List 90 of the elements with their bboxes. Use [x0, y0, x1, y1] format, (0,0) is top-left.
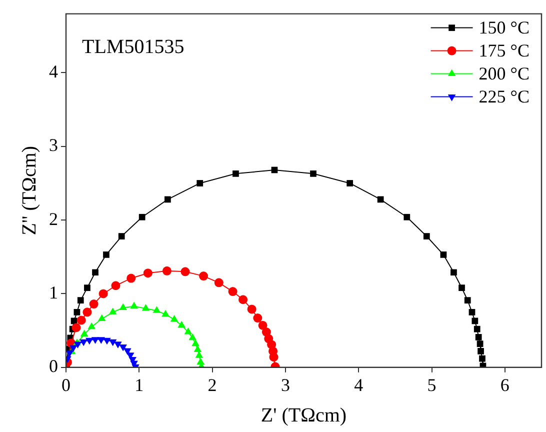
x-tick-label: 3	[280, 374, 290, 395]
point	[143, 268, 152, 278]
point	[194, 345, 202, 352]
point	[228, 287, 238, 296]
point	[170, 315, 178, 322]
legend-label: 225 °C	[478, 86, 530, 107]
point	[238, 295, 248, 304]
point	[82, 308, 92, 317]
legend-label: 175 °C	[478, 40, 530, 61]
point	[196, 180, 204, 186]
point	[162, 266, 172, 276]
point	[142, 304, 150, 311]
x-tick-label: 6	[500, 374, 510, 395]
point	[458, 284, 465, 292]
x-tick-label: 2	[208, 374, 217, 395]
point	[108, 308, 117, 314]
point	[77, 297, 84, 304]
y-tick-label: 4	[49, 61, 58, 82]
x-axis-title: Z' (TΩcm)	[260, 404, 347, 426]
point	[91, 337, 100, 344]
point	[232, 170, 239, 177]
point	[111, 281, 120, 290]
point	[178, 320, 186, 328]
point	[114, 342, 122, 348]
point	[199, 272, 208, 281]
point	[76, 316, 86, 325]
point	[98, 314, 106, 322]
point	[126, 274, 136, 283]
x-tick-label: 1	[134, 374, 144, 395]
point	[404, 214, 410, 220]
point	[108, 339, 117, 346]
point	[162, 310, 170, 317]
point	[80, 339, 88, 346]
point	[214, 278, 224, 288]
point	[66, 350, 74, 358]
y-tick-label: 3	[49, 135, 58, 156]
point	[192, 339, 200, 346]
point	[480, 362, 486, 368]
point	[119, 303, 127, 310]
point	[98, 289, 108, 298]
point	[474, 326, 480, 332]
x-tick-label: 4	[354, 374, 364, 395]
point	[195, 351, 204, 358]
x-tick-label: 0	[62, 374, 70, 395]
point	[479, 355, 486, 362]
y-axis-title: Z'' (TΩcm)	[18, 146, 40, 236]
legend-label: 200 °C	[478, 64, 530, 84]
legend-label: 150 °C	[478, 18, 530, 38]
point	[450, 269, 457, 276]
point	[184, 328, 192, 334]
point	[84, 284, 90, 292]
point	[180, 267, 190, 276]
point	[103, 252, 110, 258]
point	[464, 297, 471, 304]
point	[164, 196, 171, 203]
point	[119, 344, 127, 352]
point	[74, 342, 82, 348]
point	[440, 252, 447, 258]
point	[310, 170, 316, 177]
point	[124, 348, 132, 355]
point	[478, 348, 484, 354]
point	[152, 306, 161, 313]
point	[475, 334, 482, 340]
point	[468, 308, 476, 316]
point	[74, 308, 80, 316]
point	[89, 300, 98, 309]
point	[118, 233, 125, 240]
point	[476, 340, 484, 348]
y-tick-label: 0	[49, 356, 58, 376]
point	[80, 330, 88, 336]
point	[138, 214, 146, 220]
point	[423, 233, 430, 240]
point	[269, 352, 278, 362]
point	[103, 338, 111, 345]
point	[253, 314, 262, 323]
point	[188, 333, 196, 340]
point	[92, 269, 98, 276]
point	[346, 180, 354, 186]
point	[88, 322, 96, 330]
point	[258, 320, 268, 330]
point	[472, 318, 478, 324]
point	[97, 337, 106, 344]
point	[247, 304, 256, 314]
y-tick-label: 2	[49, 208, 58, 229]
y-tick-label: 1	[49, 282, 58, 302]
point	[130, 302, 138, 309]
point	[86, 338, 94, 345]
x-tick-label: 5	[427, 374, 436, 395]
point	[72, 323, 81, 332]
annotation: TLM501535	[82, 36, 184, 58]
